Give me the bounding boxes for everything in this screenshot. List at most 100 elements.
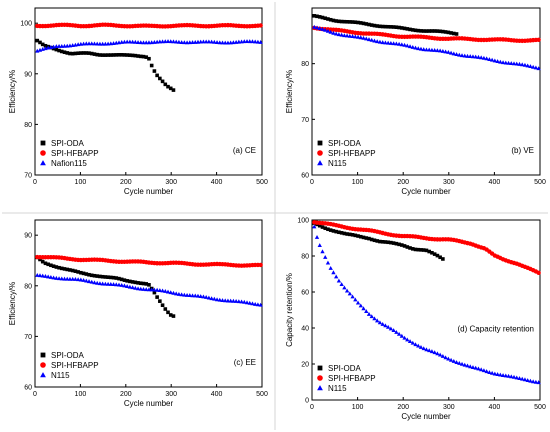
data-point — [400, 243, 404, 247]
data-point — [122, 283, 127, 288]
data-point — [487, 57, 492, 61]
data-point — [361, 306, 366, 311]
data-point — [125, 53, 129, 57]
data-point — [416, 247, 421, 252]
data-point — [81, 278, 86, 282]
legend-label: N115 — [328, 159, 347, 168]
data-point — [35, 272, 40, 277]
data-point — [383, 323, 388, 328]
y-tick-label: 80 — [24, 283, 32, 290]
data-point — [369, 237, 374, 242]
data-point — [435, 48, 440, 53]
data-point — [320, 225, 325, 229]
data-point — [141, 281, 146, 286]
data-point — [391, 241, 396, 245]
data-point — [325, 28, 331, 33]
data-point — [98, 53, 102, 57]
data-point — [520, 62, 525, 67]
data-point — [125, 39, 130, 44]
data-point — [68, 51, 72, 56]
data-point — [331, 229, 336, 233]
data-point — [212, 39, 217, 44]
data-point — [70, 268, 75, 273]
data-point — [509, 374, 514, 379]
data-point — [336, 32, 342, 37]
data-point — [377, 39, 383, 44]
data-point — [536, 37, 541, 42]
legend-label: N115 — [328, 384, 347, 393]
data-point — [394, 241, 399, 246]
data-point — [509, 61, 514, 66]
data-point — [258, 39, 263, 44]
data-point — [375, 39, 380, 44]
data-point — [312, 224, 317, 229]
data-point — [166, 84, 170, 89]
legend-label: SPI-ODA — [328, 364, 362, 373]
data-point — [454, 360, 459, 364]
data-point — [396, 331, 402, 336]
data-point — [457, 52, 462, 57]
x-tick-label: 500 — [256, 179, 268, 186]
data-point — [76, 270, 80, 274]
legend-marker — [317, 150, 323, 156]
legend-label: SPI-ODA — [328, 139, 362, 148]
data-point — [144, 287, 149, 292]
data-point — [250, 39, 255, 44]
data-point — [380, 321, 385, 326]
data-point — [418, 344, 424, 349]
data-point — [206, 295, 212, 300]
data-point — [73, 277, 78, 281]
data-point — [484, 56, 489, 61]
data-point — [536, 380, 541, 385]
data-point — [517, 376, 522, 380]
data-point — [149, 63, 154, 68]
data-point — [214, 40, 220, 45]
panel-capacity-retention: 0 100 200 300 400 500 0 20 40 60 80 100 Cycle number… — [285, 218, 546, 422]
legend-label: SPI-ODA — [51, 139, 85, 148]
legend-marker — [317, 365, 323, 371]
legend-marker — [40, 362, 46, 368]
data-point — [43, 274, 48, 278]
data-point — [95, 52, 99, 57]
data-point — [171, 314, 176, 318]
y-axis-title: Efficiency/% — [8, 282, 17, 325]
data-point — [247, 39, 252, 44]
data-point — [462, 362, 467, 367]
data-point — [432, 29, 437, 33]
x-tick-label: 0 — [33, 391, 37, 398]
data-point — [70, 276, 75, 281]
data-point — [258, 302, 263, 307]
data-point — [336, 278, 342, 283]
data-point — [424, 248, 429, 253]
y-tick-label: 70 — [301, 117, 309, 124]
data-point — [465, 53, 470, 58]
data-point — [133, 285, 138, 290]
data-point — [514, 375, 519, 380]
data-point — [128, 53, 132, 57]
data-point — [500, 60, 506, 65]
legend-marker — [40, 352, 46, 358]
y-tick-label: 80 — [301, 254, 309, 261]
data-point — [342, 19, 347, 24]
data-point — [119, 53, 124, 57]
data-point — [171, 290, 176, 295]
data-point — [179, 292, 184, 297]
data-point — [369, 37, 374, 42]
data-point — [389, 25, 393, 29]
data-point — [394, 329, 399, 334]
data-point — [506, 60, 511, 65]
data-point — [386, 240, 390, 245]
data-point — [429, 349, 435, 354]
data-point — [344, 33, 350, 38]
data-point — [133, 53, 138, 58]
data-point — [117, 53, 121, 57]
data-point — [375, 239, 380, 243]
data-point — [397, 242, 401, 247]
x-tick-label: 300 — [443, 179, 455, 186]
data-point — [473, 365, 478, 370]
data-point — [454, 32, 459, 36]
data-point — [67, 276, 73, 281]
data-point — [176, 39, 182, 44]
data-point — [402, 335, 407, 340]
data-point — [347, 291, 353, 296]
